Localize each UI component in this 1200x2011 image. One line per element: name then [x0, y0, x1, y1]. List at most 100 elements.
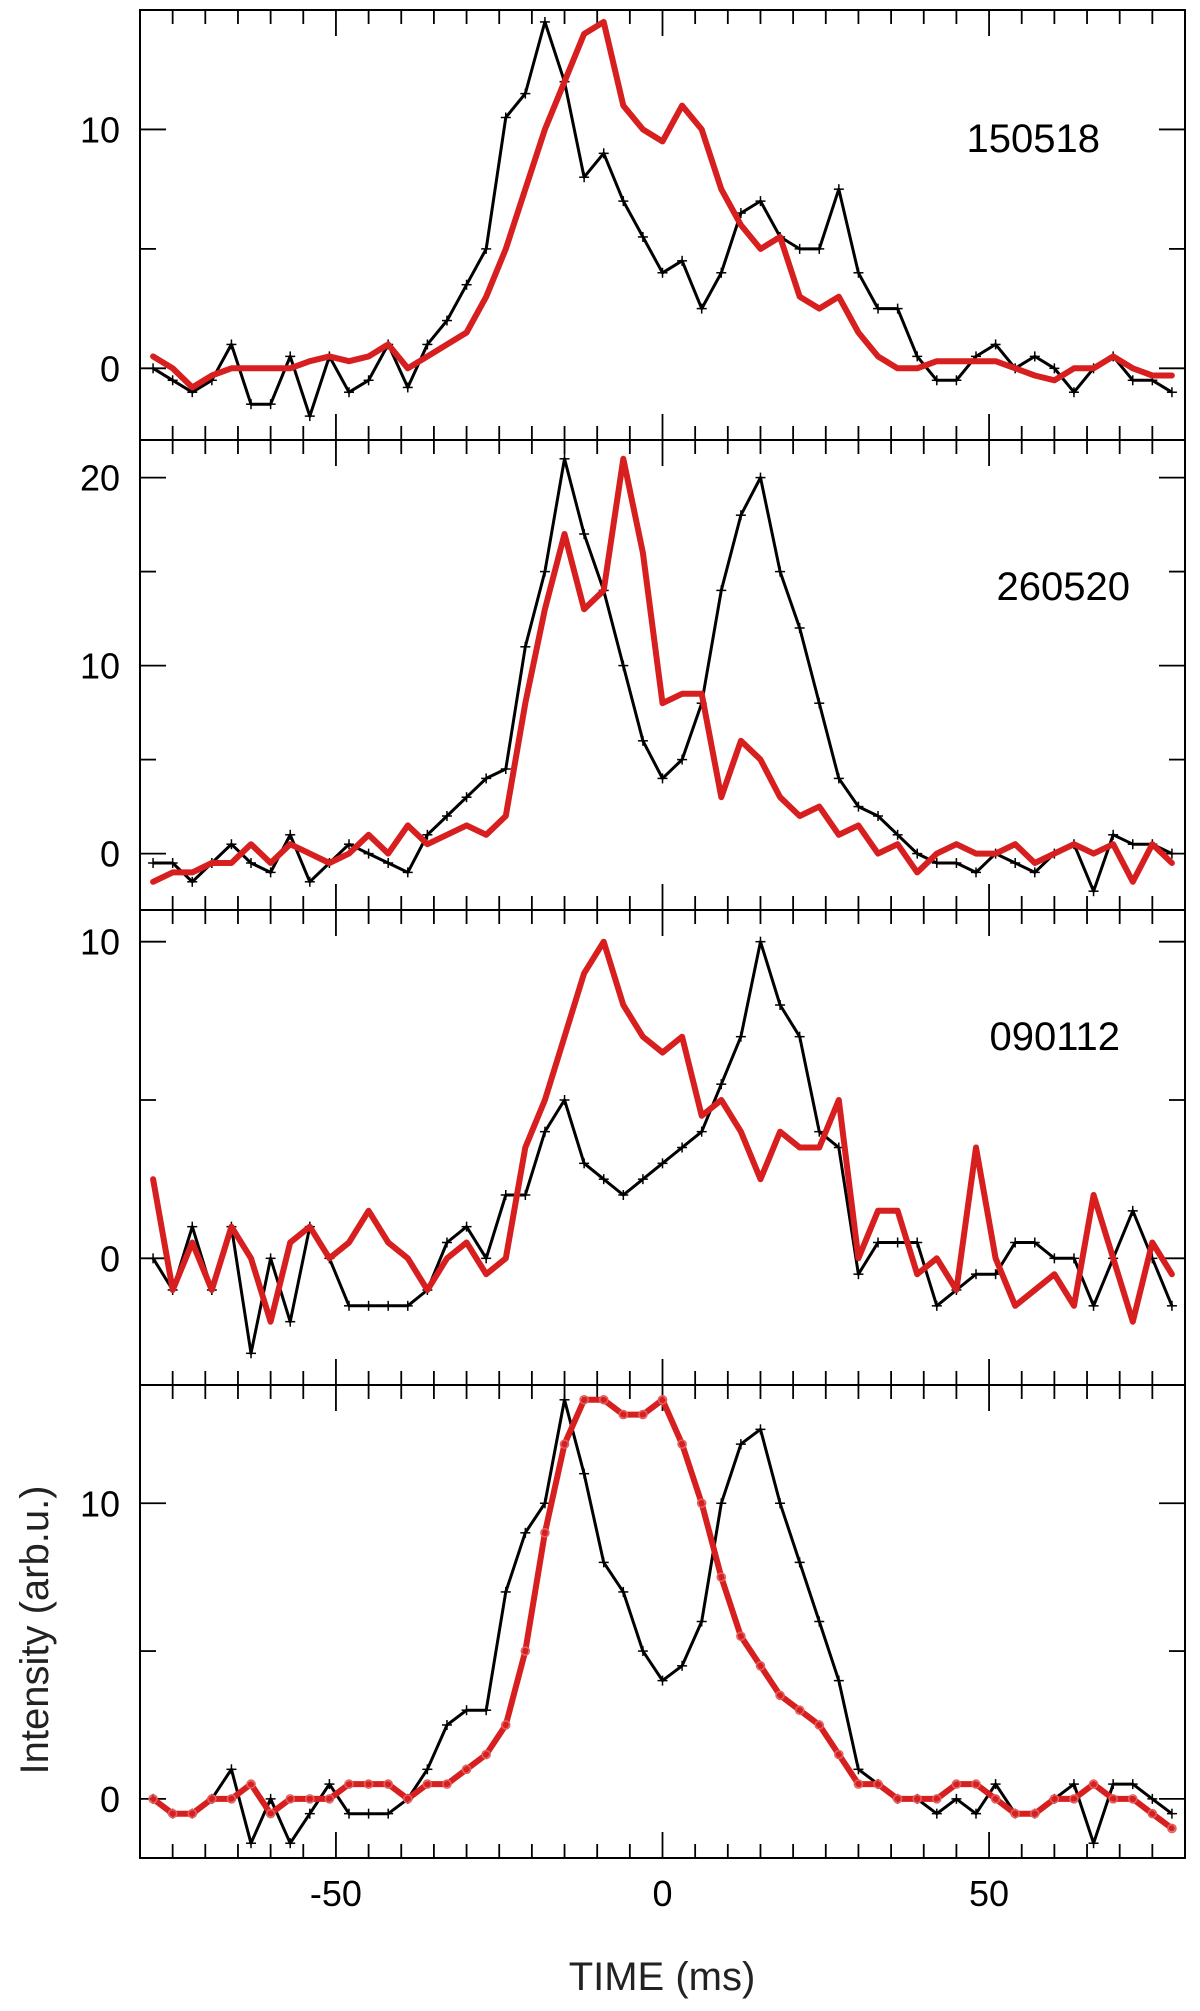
data-point [265, 1808, 276, 1819]
data-point [344, 1808, 354, 1819]
data-point [441, 1237, 452, 1248]
y-tick-label: 0 [100, 1238, 120, 1279]
data-point [1127, 1779, 1138, 1790]
data-point [579, 529, 590, 539]
data-point [716, 267, 727, 278]
data-point [324, 1779, 335, 1790]
data-point [1088, 1779, 1099, 1789]
data-point [1108, 1779, 1119, 1790]
data-point [246, 1348, 257, 1359]
data-point [618, 1190, 629, 1200]
data-point [696, 1616, 707, 1627]
data-point [912, 351, 923, 362]
y-tick-label: 20 [80, 458, 120, 499]
data-point [598, 1394, 609, 1405]
panel-3: 0 10 090112 [80, 909, 1186, 1386]
data-point [794, 1557, 805, 1568]
panel-label: 090112 [989, 1015, 1120, 1059]
x-tick-label: 50 [969, 1873, 1009, 1914]
data-point [833, 1675, 844, 1686]
black-series-line [153, 457, 1173, 893]
data-point [539, 1498, 550, 1509]
data-point [1049, 363, 1060, 374]
data-point [853, 1269, 864, 1280]
data-point [1088, 1300, 1099, 1311]
data-point [931, 858, 942, 868]
data-point [481, 1705, 492, 1716]
data-point [148, 858, 159, 868]
data-point [1127, 375, 1138, 386]
data-point [892, 829, 903, 840]
data-point [207, 1794, 217, 1804]
red-series-line [150, 18, 1175, 391]
data-point [677, 1439, 687, 1449]
y-tick-label: 0 [100, 834, 120, 875]
data-point [1166, 1808, 1177, 1819]
panel-2: 0 10 20 260520 [80, 439, 1186, 911]
data-point [775, 1690, 785, 1701]
data-point [755, 196, 766, 207]
data-point [265, 867, 276, 878]
data-point [853, 1764, 864, 1775]
data-point [873, 1237, 884, 1248]
x-axis-label: TIME (ms) [569, 1955, 756, 1999]
data-point [1127, 839, 1138, 850]
data-point [873, 303, 884, 314]
data-point [167, 858, 178, 868]
data-point [246, 858, 257, 868]
data-point [226, 339, 237, 350]
data-point [500, 1720, 511, 1730]
data-point [716, 585, 727, 596]
data-point [637, 231, 648, 242]
data-point [657, 1158, 668, 1169]
data-point [637, 1646, 648, 1657]
data-point [481, 1253, 492, 1264]
data-point [285, 351, 296, 362]
data-point [559, 453, 570, 464]
data-point [716, 1079, 727, 1090]
data-point [285, 1316, 296, 1327]
y-axis-label: Intensity (arb.u.) [13, 1485, 57, 1774]
data-point [794, 243, 805, 254]
data-point [539, 566, 550, 577]
data-point [304, 876, 315, 887]
data-point [951, 375, 962, 386]
data-point [618, 1586, 629, 1597]
data-point [971, 1808, 981, 1819]
data-point [677, 754, 688, 765]
data-point [853, 267, 864, 278]
data-point [912, 1794, 923, 1804]
data-point [148, 363, 159, 374]
data-point [167, 375, 178, 386]
plot-frame [139, 439, 1186, 911]
data-point [520, 1527, 531, 1538]
x-tick-label: -50 [310, 1873, 362, 1914]
y-tick-label: 0 [100, 348, 120, 389]
data-point [285, 829, 296, 840]
data-point [1108, 829, 1119, 840]
data-point [1049, 1253, 1060, 1264]
data-point [1068, 1253, 1079, 1264]
panel-label: 150518 [967, 117, 1100, 161]
plot-frame [139, 1384, 1186, 1859]
data-point [951, 1793, 962, 1804]
data-point [520, 641, 531, 652]
black-series-line [151, 940, 1174, 1355]
red-series-line [150, 938, 1175, 1325]
data-point [892, 303, 903, 314]
data-point [677, 255, 688, 266]
data-point [422, 1764, 433, 1775]
data-point [814, 1616, 825, 1627]
data-point [187, 876, 198, 887]
data-point [736, 1631, 746, 1642]
data-point [226, 839, 237, 850]
data-point [579, 1468, 590, 1479]
data-point [735, 1439, 746, 1450]
data-point [226, 1794, 237, 1804]
data-point [755, 472, 766, 483]
data-point [402, 1300, 413, 1311]
data-point [794, 1031, 805, 1042]
data-point [246, 1838, 257, 1849]
data-point [971, 867, 981, 878]
panel-1: 0 10 150518 [80, 9, 1186, 441]
